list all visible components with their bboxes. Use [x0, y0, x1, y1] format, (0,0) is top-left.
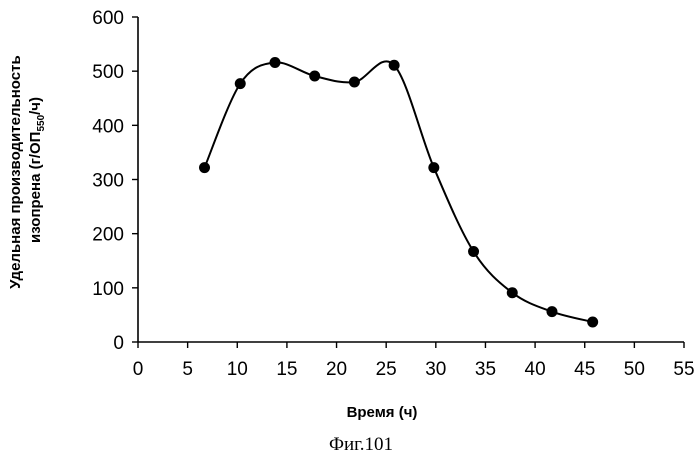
data-points	[199, 57, 598, 327]
y-axis-title-subscript: 550	[36, 114, 47, 131]
x-tick-label: 30	[425, 359, 446, 380]
x-tick-label: 20	[326, 359, 347, 380]
data-point	[309, 71, 320, 82]
ticks	[132, 17, 684, 348]
data-point	[349, 77, 360, 88]
y-axis-title-suffix: /ч)	[27, 97, 44, 115]
y-tick-label: 100	[92, 279, 124, 300]
y-axis-title-line1: Удельная производительность	[7, 55, 24, 289]
axes	[138, 17, 684, 342]
x-tick-label: 10	[227, 359, 248, 380]
data-point	[507, 287, 518, 298]
data-point	[587, 316, 598, 327]
y-tick-label: 0	[113, 333, 124, 354]
data-point	[389, 60, 400, 71]
y-axis-title-prefix: изопрена (г/ОП	[27, 132, 44, 243]
x-tick-label: 50	[624, 359, 645, 380]
y-tick-label: 500	[92, 62, 124, 83]
x-tick-label: 45	[574, 359, 595, 380]
y-tick-label: 600	[92, 8, 124, 29]
x-tick-label: 5	[182, 359, 193, 380]
series-line	[205, 61, 593, 322]
data-point	[546, 306, 557, 317]
x-axis-title: Время (ч)	[347, 404, 418, 421]
x-tick-label: 55	[673, 359, 694, 380]
data-point	[269, 57, 280, 68]
x-tick-label: 0	[133, 359, 144, 380]
data-point	[235, 78, 246, 89]
data-point	[468, 246, 479, 257]
data-point	[428, 162, 439, 173]
y-axis-title-line2: изопрена (г/ОП550/ч)	[27, 97, 47, 243]
y-tick-label: 400	[92, 116, 124, 137]
x-tick-label: 40	[525, 359, 546, 380]
x-tick-label: 25	[376, 359, 397, 380]
y-axis-title: Удельная производительность изопрена (г/…	[7, 51, 47, 289]
x-tick-label: 35	[475, 359, 496, 380]
data-point	[199, 162, 210, 173]
y-tick-label: 300	[92, 171, 124, 192]
y-tick-label: 200	[92, 225, 124, 246]
figure-caption: Фиг.101	[329, 434, 393, 455]
x-tick-label: 15	[276, 359, 297, 380]
